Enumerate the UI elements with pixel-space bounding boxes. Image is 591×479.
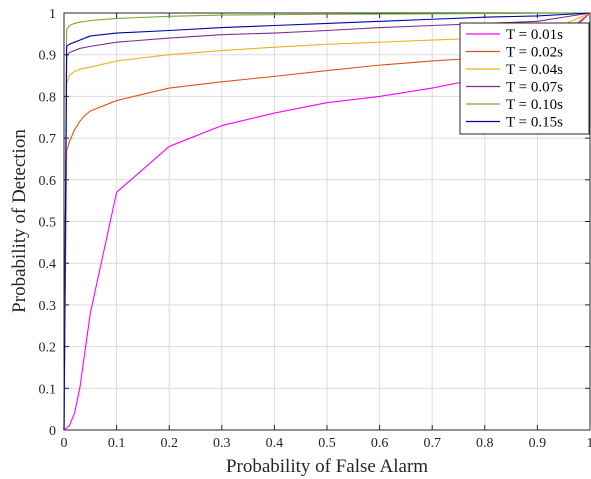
- x-tick-label: 0.3: [213, 436, 231, 451]
- series-line-6: [63, 12, 591, 431]
- y-tick-label: 0.4: [39, 257, 57, 272]
- x-tick-label: 0.5: [318, 436, 336, 451]
- y-tick-label: 0.8: [39, 90, 57, 105]
- series-line-3: [63, 12, 591, 431]
- legend-entry-label: T = 0.07s: [506, 80, 563, 96]
- y-tick-label: 1: [49, 7, 56, 22]
- x-tick-label: 0.6: [371, 436, 389, 451]
- legend-entry-label: T = 0.02s: [506, 45, 563, 61]
- x-tick-label: 0.1: [108, 436, 126, 451]
- y-tick-label: 0: [49, 424, 56, 439]
- y-tick-label: 0.9: [39, 49, 57, 64]
- x-tick-label: 0.7: [423, 436, 441, 451]
- y-tick-label: 0.6: [39, 174, 57, 189]
- y-tick-label: 0.7: [39, 132, 57, 147]
- x-axis-label: Probability of False Alarm: [226, 456, 428, 477]
- series-line-5: [63, 12, 591, 431]
- legend-entry-label: T = 0.04s: [506, 62, 563, 78]
- x-tick-label: 0.4: [266, 436, 284, 451]
- x-tick-label: 0.8: [476, 436, 494, 451]
- legend-box: [459, 22, 590, 135]
- series-line-2: [63, 12, 591, 431]
- x-tick-label: 1: [587, 436, 591, 451]
- tick-labels: 0 0.1 0.2 0.3 0.4 0.5 0.6 0.7 0.8 0.9 1 0 0.1 0.2 0.3 0…: [39, 7, 591, 451]
- y-tick-label: 0.2: [39, 341, 57, 356]
- x-tick-label: 0.2: [160, 436, 178, 451]
- y-tick-label: 0.3: [39, 299, 57, 314]
- y-tick-label: 0.5: [39, 216, 57, 231]
- x-tick-label: 0: [61, 436, 68, 451]
- legend-entry-label: T = 0.01s: [506, 27, 563, 43]
- legend-entry-label: T = 0.10s: [506, 97, 563, 113]
- legend-entry-label: T = 0.15s: [506, 115, 563, 131]
- series-line-4: [63, 12, 591, 431]
- y-tick-label: 0.1: [39, 382, 57, 397]
- y-axis-label: Probability of Detection: [9, 129, 30, 313]
- x-tick-label: 0.9: [529, 436, 547, 451]
